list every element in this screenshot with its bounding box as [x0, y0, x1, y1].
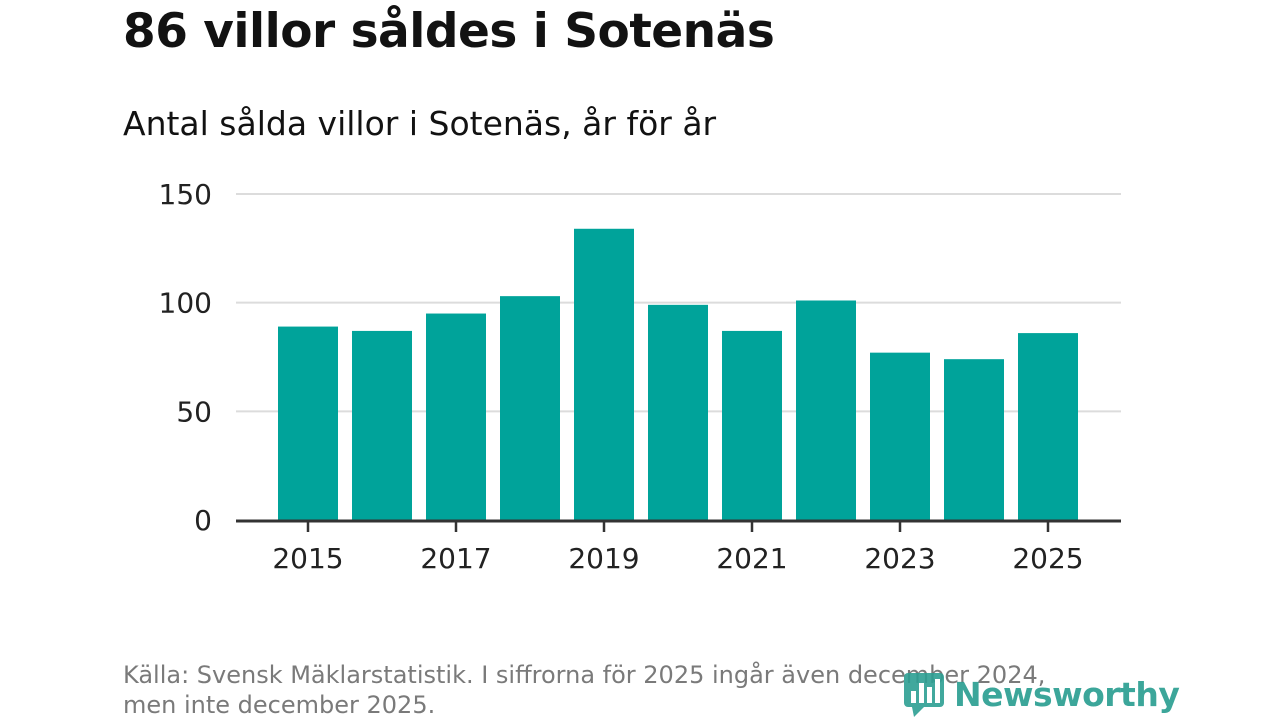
bar-2021 [722, 330, 782, 520]
bar-2020 [648, 304, 708, 520]
source-note-line-1: Källa: Svensk Mäklarstatistik. I siffror… [123, 661, 1046, 689]
x-tick-label-2021: 2021 [716, 542, 787, 575]
bars [278, 228, 1078, 521]
x-tick-label-2023: 2023 [864, 542, 935, 575]
bar-2019 [574, 228, 634, 521]
bar-2023 [870, 352, 930, 520]
bar-2022 [796, 300, 856, 520]
chart-title: 86 villor såldes i Sotenäs [123, 4, 775, 59]
y-tick-label-100: 100 [159, 287, 212, 320]
bar-2018 [500, 296, 560, 520]
x-tick-label-2017: 2017 [420, 542, 491, 575]
x-tick-label-2015: 2015 [272, 542, 343, 575]
newsworthy-logo-text: Newsworthy [954, 674, 1180, 714]
bar-2016 [352, 330, 412, 520]
y-tick-label-50: 50 [176, 395, 212, 428]
source-note: Källa: Svensk Mäklarstatistik. I siffror… [123, 660, 1123, 720]
bar-2024 [944, 359, 1004, 520]
axes: 0 50 100 150 2015 2017 2019 2021 2023 2025 [159, 178, 1121, 575]
bar-2017 [426, 313, 486, 520]
bar-chart: 0 50 100 150 2015 2017 2019 2021 2023 2025 [159, 178, 1121, 575]
chart-subtitle: Antal sålda villor i Sotenäs, år för år [123, 104, 717, 143]
bar-2015 [278, 326, 338, 520]
x-tick-label-2025: 2025 [1012, 542, 1083, 575]
source-note-line-2: men inte december 2025. [123, 691, 436, 719]
newsworthy-logo-icon [904, 673, 944, 717]
y-tick-label-0: 0 [194, 504, 212, 537]
y-tick-label-150: 150 [159, 178, 212, 211]
newsworthy-logo: Newsworthy [902, 668, 1180, 720]
bar-2025 [1018, 333, 1078, 520]
x-tick-label-2019: 2019 [568, 542, 639, 575]
